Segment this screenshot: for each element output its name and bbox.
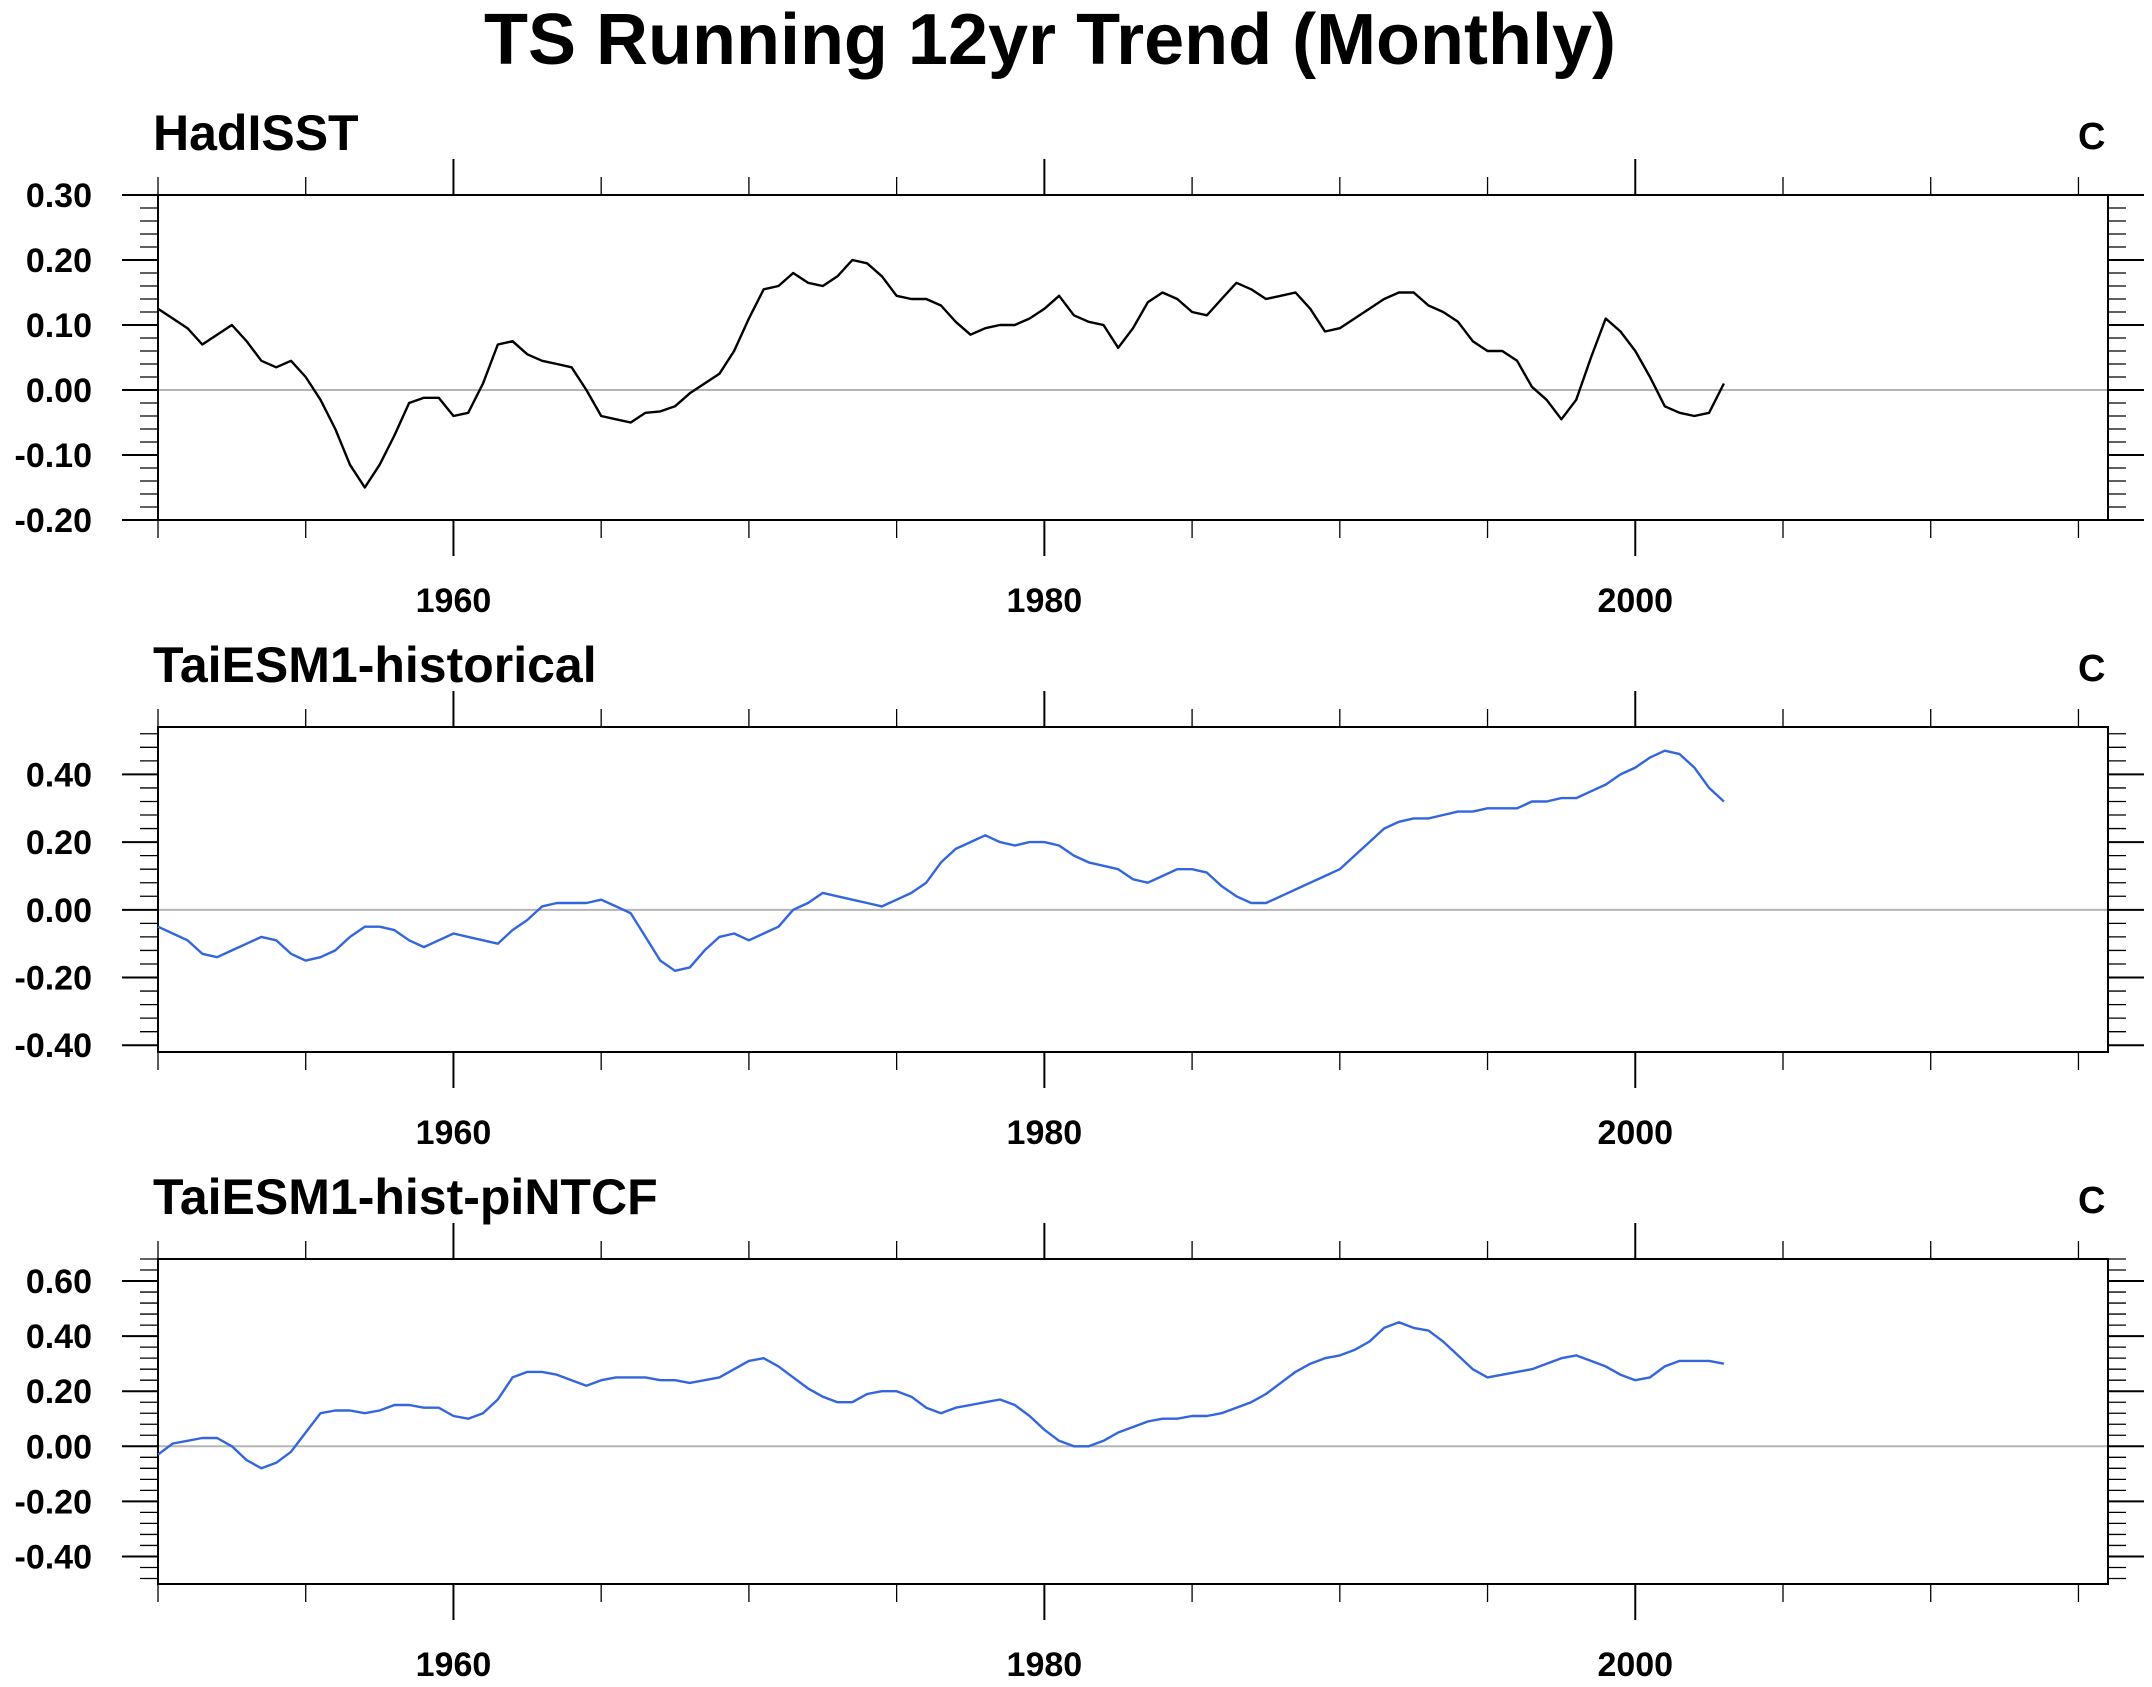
- y-tick-label: 0.60: [26, 1263, 92, 1301]
- plot-frame: [157, 726, 2109, 1053]
- panel-2-plot: 0.40 0.20 0.00 -0.20 -0.40 1960 1980 2000: [15, 691, 2144, 1152]
- panel-1-title: HadISST: [153, 105, 359, 161]
- series-line: [157, 1321, 1725, 1470]
- y-tick-label: 0.00: [26, 372, 92, 410]
- y-tick-label: 0.20: [26, 1373, 92, 1411]
- panel-3-title: TaiESM1-hist-piNTCF: [153, 1169, 658, 1225]
- panel-3-units: C: [2078, 1180, 2106, 1222]
- y-tick-label: 0.20: [26, 242, 92, 280]
- y-tick-label: -0.40: [15, 1538, 93, 1576]
- panel-2-units: C: [2078, 648, 2106, 690]
- x-tick-label: 2000: [1597, 1646, 1673, 1684]
- y-tick-label: -0.40: [15, 1027, 93, 1065]
- y-tick-label: 0.40: [26, 756, 92, 794]
- panel-3-plot: 0.60 0.40 0.20 0.00 -0.20 -0.40 1960 1980 2000: [15, 1223, 2144, 1684]
- y-tick-label: -0.20: [15, 502, 93, 540]
- x-tick-label: 1960: [416, 1114, 492, 1152]
- x-tick-label: 2000: [1597, 1114, 1673, 1152]
- panel-1-plot: 0.30 0.20 0.10 0.00 -0.10 -0.20 1960 1980 2000: [15, 159, 2144, 620]
- y-tick-label: -0.20: [15, 1483, 93, 1521]
- y-tick-label: 0.00: [26, 892, 92, 930]
- series-line: [157, 749, 1725, 972]
- x-tick-label: 1980: [1007, 1114, 1083, 1152]
- x-tick-label: 1980: [1007, 582, 1083, 620]
- panel-1-units: C: [2078, 116, 2106, 158]
- figure-title: TS Running 12yr Trend (Monthly): [484, 0, 1616, 80]
- series-line: [157, 258, 1725, 489]
- panel-2-title: TaiESM1-historical: [153, 637, 597, 693]
- y-tick-label: -0.20: [15, 960, 93, 998]
- y-tick-label: 0.40: [26, 1318, 92, 1356]
- y-tick-label: 0.10: [26, 307, 92, 345]
- x-tick-label: 2000: [1597, 582, 1673, 620]
- x-tick-label: 1960: [416, 582, 492, 620]
- y-tick-label: 0.30: [26, 177, 92, 215]
- x-tick-label: 1960: [416, 1646, 492, 1684]
- y-tick-label: 0.20: [26, 824, 92, 862]
- y-tick-label: 0.00: [26, 1428, 92, 1466]
- plot-frame: [157, 1258, 2109, 1585]
- plot-frame: [157, 194, 2109, 521]
- x-tick-label: 1980: [1007, 1646, 1083, 1684]
- y-tick-label: -0.10: [15, 437, 93, 475]
